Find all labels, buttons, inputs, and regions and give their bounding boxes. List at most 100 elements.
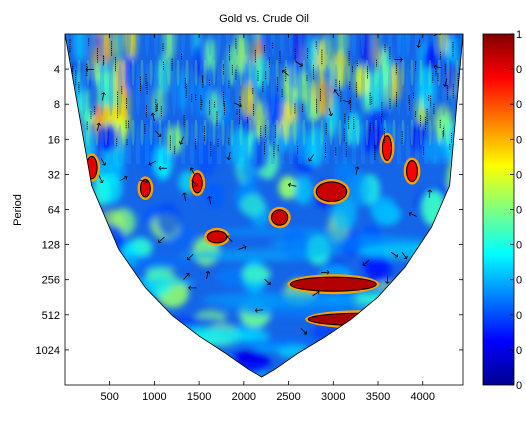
y-tick-label: 512 xyxy=(42,310,60,322)
coherence-blob xyxy=(240,265,272,283)
phase-arrow xyxy=(96,122,101,132)
y-tick-label: 1024 xyxy=(36,345,60,357)
colorbar-gradient xyxy=(482,33,515,386)
phase-arrow xyxy=(416,39,421,48)
plot-area xyxy=(64,33,464,386)
phase-arrow xyxy=(238,245,247,250)
phase-arrow xyxy=(264,278,271,286)
colorbar-tick-label: 0 xyxy=(516,134,522,146)
colorbar-tick-label: 0 xyxy=(516,99,522,111)
phase-arrow xyxy=(427,189,433,198)
colorbar-tick-label: 0 xyxy=(516,345,522,357)
phase-arrow xyxy=(390,251,399,258)
phase-arrow xyxy=(100,158,107,166)
phase-arrow xyxy=(433,64,443,69)
x-tick-label: 1000 xyxy=(142,391,166,403)
phase-arrow xyxy=(182,192,187,201)
x-tick-label: 3500 xyxy=(366,391,390,403)
coherence-blob xyxy=(216,267,245,287)
phase-arrow xyxy=(233,102,242,108)
x-tick-label: 2500 xyxy=(276,391,300,403)
x-axis: 500 1000 1500 2000 2500 3000 3500 4000 xyxy=(100,34,435,403)
x-tick-label: 1500 xyxy=(187,391,211,403)
colorbar-tick-label: 0 xyxy=(516,64,522,76)
significant-region xyxy=(206,230,228,244)
coherence-blob xyxy=(331,197,357,231)
y-tick-label: 256 xyxy=(42,275,60,287)
phase-arrow xyxy=(295,61,303,67)
phase-arrow xyxy=(442,78,448,87)
significant-region xyxy=(381,135,393,161)
phase-arrow xyxy=(187,253,194,261)
colorbar-tick-label: 0 xyxy=(516,275,522,287)
phase-arrow xyxy=(188,285,197,291)
colorbar-ticks: 1 0 0 0 0 0 0 0 0 0 0 xyxy=(510,29,522,392)
y-tick-label: 4 xyxy=(54,64,60,76)
phase-arrow xyxy=(189,167,196,176)
phase-arrow xyxy=(321,269,330,275)
coherence-blob xyxy=(278,175,298,200)
significant-region xyxy=(270,209,289,226)
coherence-band xyxy=(212,227,346,237)
colorbar-tick-label: 0 xyxy=(516,240,522,252)
phase-arrow xyxy=(408,211,417,217)
phase-arrow xyxy=(119,175,128,181)
coherence-blob xyxy=(334,159,358,188)
coherence-band xyxy=(178,249,333,262)
phase-arrow xyxy=(354,166,360,175)
phase-arrow xyxy=(101,92,106,101)
phase-arrow xyxy=(287,182,297,188)
x-tick-label: 500 xyxy=(100,391,118,403)
significant-region xyxy=(406,160,418,183)
colorbar-tick-label: 1 xyxy=(516,29,522,41)
coherence-blob xyxy=(157,202,180,238)
phase-arrow xyxy=(205,270,211,280)
phase-arrow xyxy=(281,69,289,76)
phase-arrow xyxy=(312,290,320,297)
phase-arrow xyxy=(148,160,157,166)
x-tick-label: 3000 xyxy=(321,391,345,403)
phase-arrow xyxy=(362,259,370,266)
colorbar-tick-label: 0 xyxy=(516,380,522,392)
phase-arrow xyxy=(158,236,165,243)
phase-arrow xyxy=(401,251,408,260)
significant-region xyxy=(139,178,151,198)
phase-arrow xyxy=(385,275,390,285)
phase-arrow xyxy=(328,107,334,117)
phase-arrow xyxy=(85,67,95,72)
x-tick-label: 2000 xyxy=(232,391,256,403)
cone-of-influence xyxy=(64,33,464,378)
y-tick-label: 64 xyxy=(48,205,60,217)
coherence-blob xyxy=(370,196,397,222)
y-tick-label: 32 xyxy=(48,169,60,181)
phase-arrow xyxy=(394,57,403,62)
phase-arrow xyxy=(333,89,340,97)
phase-arrow xyxy=(343,99,352,105)
phase-arrow xyxy=(308,154,315,162)
colorbar-tick-label: 0 xyxy=(516,169,522,181)
phase-arrow xyxy=(226,235,233,243)
phase-arrow xyxy=(139,179,148,184)
colorbar-tick-label: 0 xyxy=(516,205,522,217)
colorbar: 1 0 0 0 0 0 0 0 0 0 0 xyxy=(482,29,522,392)
phase-arrow xyxy=(158,165,167,171)
x-tick-label: 4000 xyxy=(411,391,435,403)
phase-arrow xyxy=(183,273,190,280)
phase-arrow xyxy=(300,327,307,335)
coherence-blob xyxy=(240,193,265,217)
coherence-blob xyxy=(99,173,123,204)
significant-region xyxy=(315,181,348,203)
coherence-blob xyxy=(203,183,225,210)
phase-arrow xyxy=(179,136,184,145)
significant-region xyxy=(289,276,377,292)
coherence-blob xyxy=(293,175,313,205)
coherence-blob xyxy=(230,350,266,362)
coherence-band xyxy=(201,291,353,308)
y-tick-label: 128 xyxy=(42,240,60,252)
y-tick-label: 8 xyxy=(54,99,60,111)
chart-title: Gold vs. Crude Oil xyxy=(219,13,309,25)
phase-arrow xyxy=(207,195,212,205)
phase-arrow xyxy=(98,175,104,184)
phase-arrow xyxy=(150,112,156,122)
